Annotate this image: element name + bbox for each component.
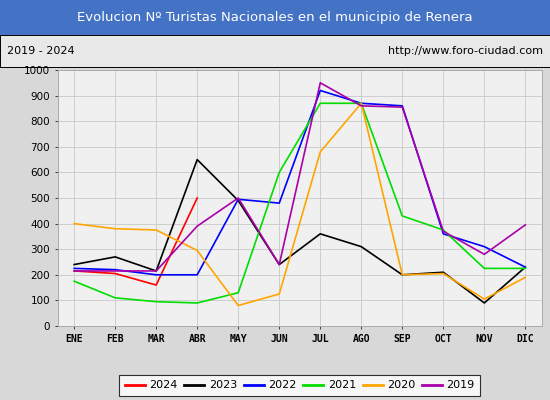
- Text: Evolucion Nº Turistas Nacionales en el municipio de Renera: Evolucion Nº Turistas Nacionales en el m…: [77, 11, 473, 24]
- Text: 2019 - 2024: 2019 - 2024: [7, 46, 74, 56]
- Legend: 2024, 2023, 2022, 2021, 2020, 2019: 2024, 2023, 2022, 2021, 2020, 2019: [119, 375, 480, 396]
- Text: http://www.foro-ciudad.com: http://www.foro-ciudad.com: [388, 46, 543, 56]
